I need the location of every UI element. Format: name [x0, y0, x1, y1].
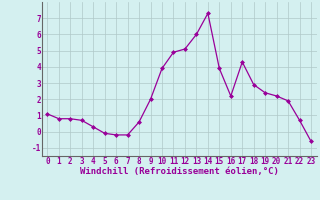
X-axis label: Windchill (Refroidissement éolien,°C): Windchill (Refroidissement éolien,°C) — [80, 167, 279, 176]
